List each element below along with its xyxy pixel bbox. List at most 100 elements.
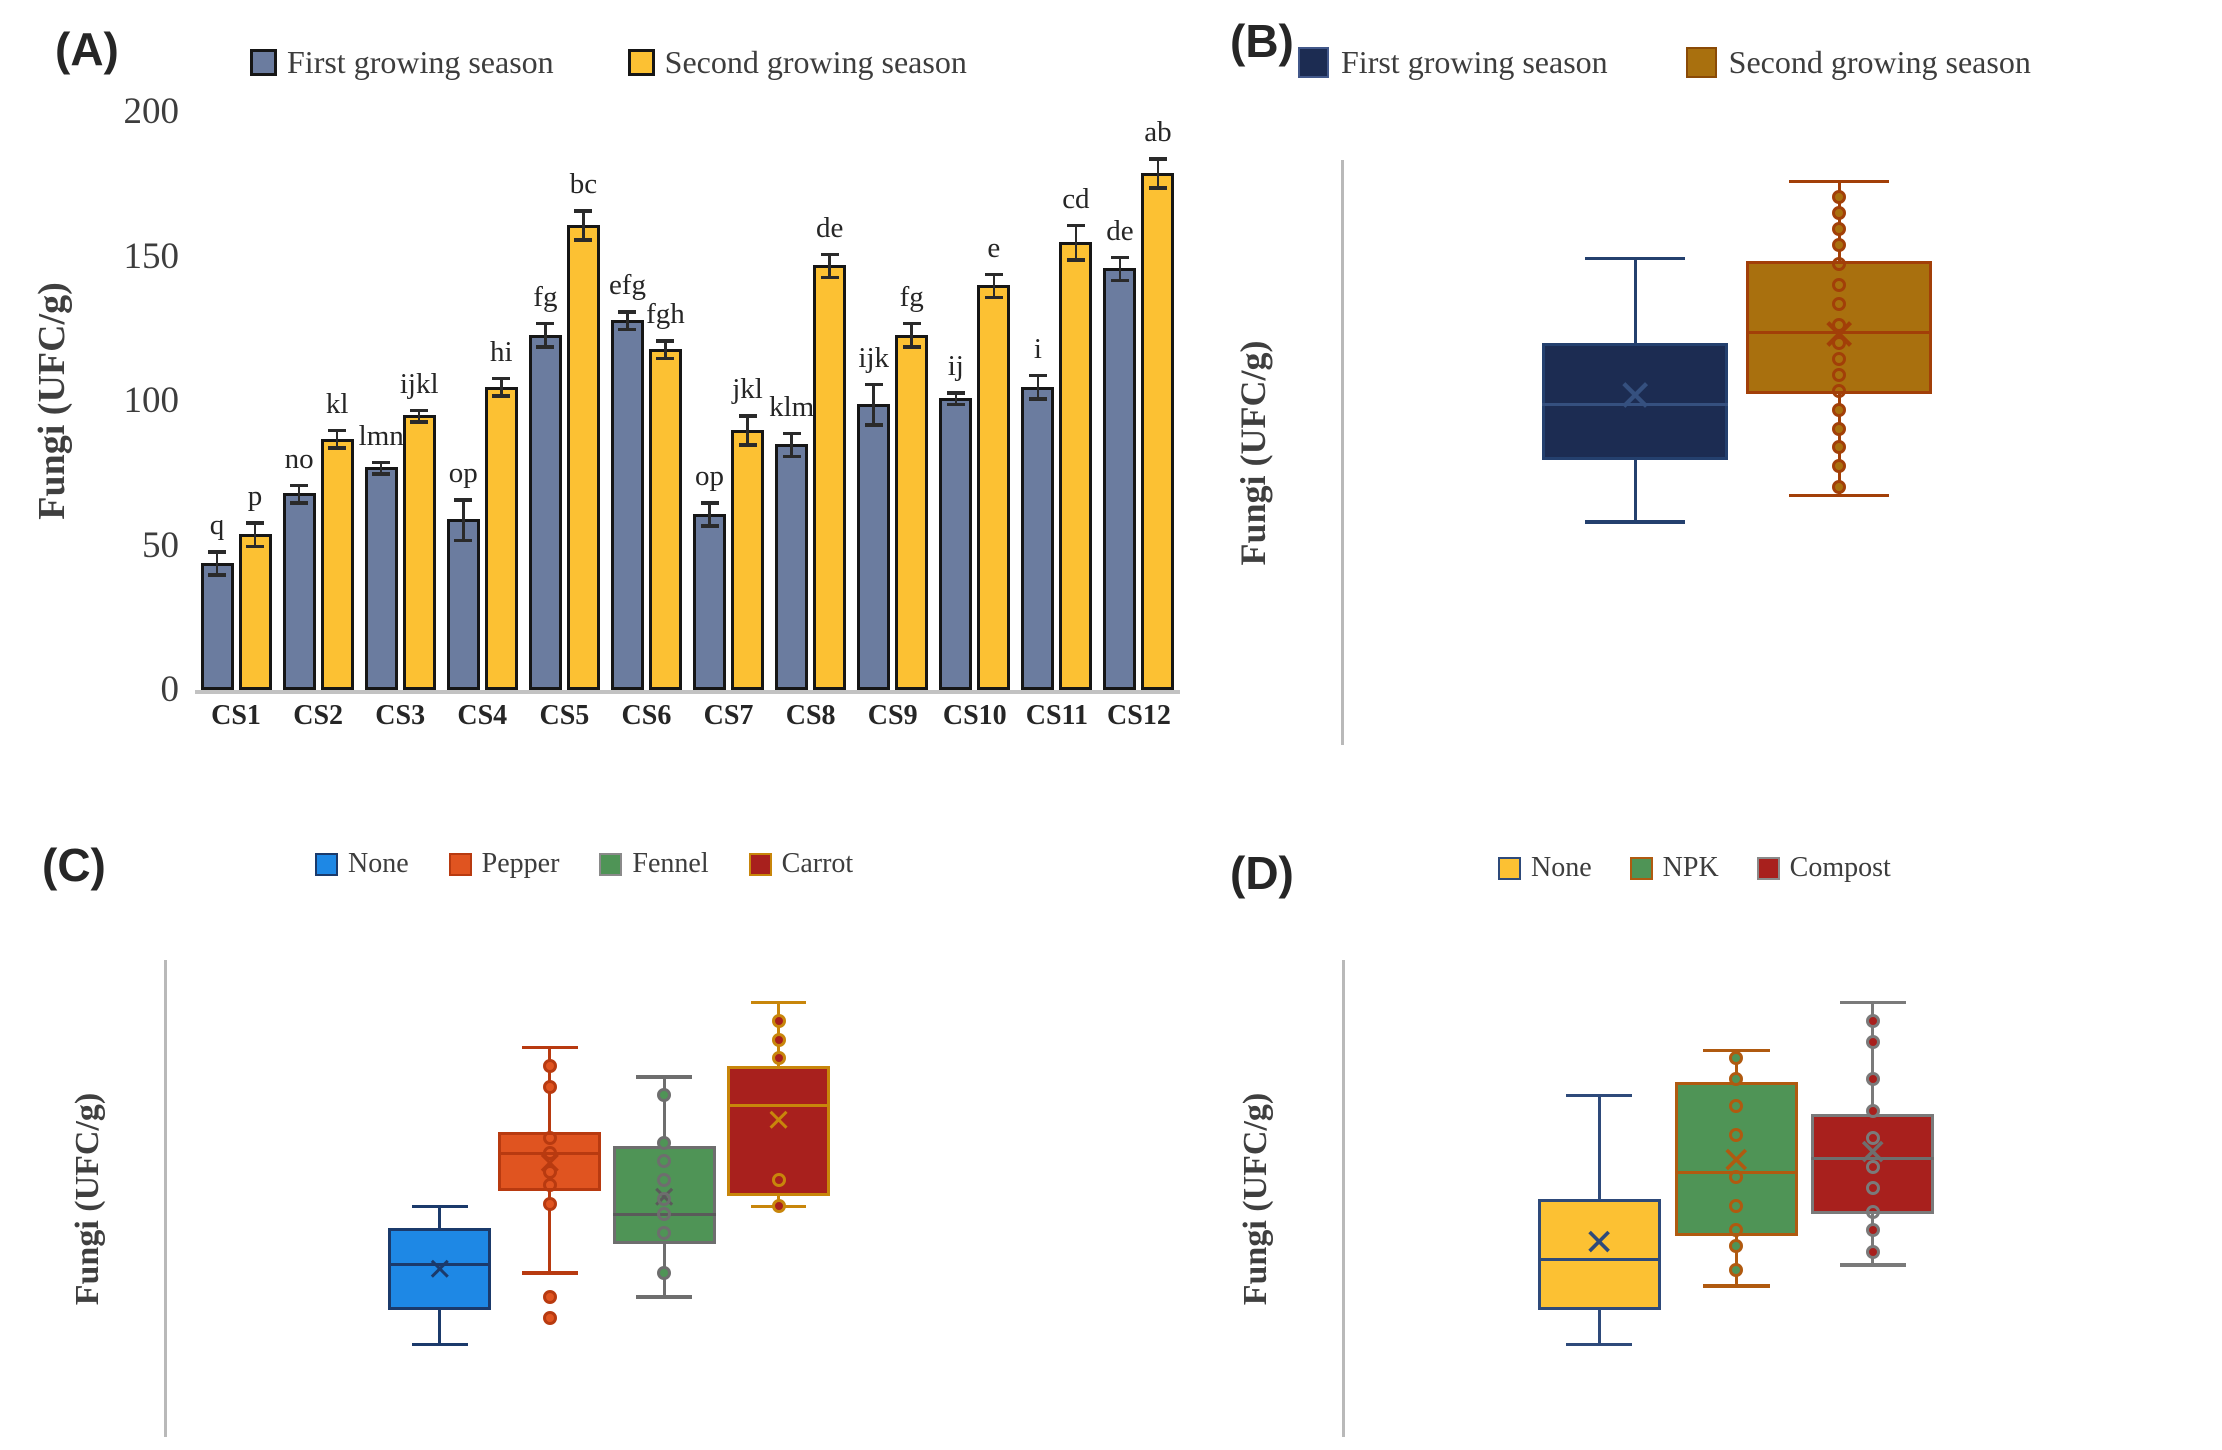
significance-letter: de bbox=[815, 211, 844, 244]
error-bar-cap bbox=[1148, 157, 1167, 161]
panel-a-legend: First growing season Second growing seaso… bbox=[250, 44, 967, 81]
data-point-dot bbox=[657, 1207, 672, 1222]
error-bar-cap bbox=[902, 321, 921, 326]
data-point-dot bbox=[1865, 1159, 1880, 1174]
bar bbox=[238, 533, 272, 690]
data-point-dot bbox=[771, 1172, 786, 1187]
whisker-cap bbox=[1565, 1093, 1633, 1098]
significance-letter: de bbox=[1106, 214, 1134, 247]
data-point-dot bbox=[1729, 1127, 1744, 1142]
error-bar-cap bbox=[290, 501, 309, 505]
bar bbox=[939, 398, 973, 690]
whisker-cap bbox=[1565, 1342, 1633, 1347]
error-bar-cap bbox=[902, 345, 921, 349]
y-axis-tick-label: 150 bbox=[123, 235, 180, 277]
bar bbox=[731, 429, 765, 690]
whisker-cap bbox=[1788, 179, 1890, 184]
legend-item-label: None bbox=[1531, 852, 1592, 883]
box bbox=[1537, 1198, 1661, 1310]
error-bar bbox=[462, 499, 465, 540]
y-axis-tick-label: 50 bbox=[142, 524, 179, 566]
error-bar-cap bbox=[574, 209, 593, 213]
bar bbox=[977, 285, 1011, 690]
error-bar bbox=[746, 415, 749, 445]
legend-swatch-icon bbox=[599, 852, 623, 876]
bar bbox=[813, 265, 847, 690]
data-point-dot bbox=[1729, 1051, 1744, 1066]
x-axis-tick-label: CS5 bbox=[539, 700, 590, 731]
outlier-dot bbox=[542, 1310, 557, 1325]
error-bar-cap bbox=[618, 327, 637, 332]
bar bbox=[364, 467, 398, 690]
x-axis-tick-label: CS3 bbox=[375, 700, 426, 731]
x-axis-tick-label: CS6 bbox=[621, 700, 672, 731]
panel-a-plot: 0 50 100 150 200 CS1 q p CS2 no kl CS3 lmn ijkl CS4 op h… bbox=[124, 91, 1180, 731]
whisker-cap bbox=[636, 1075, 692, 1079]
data-point-dot bbox=[1832, 190, 1847, 205]
legend-item: Carrot bbox=[748, 848, 853, 880]
error-bar-cap bbox=[454, 498, 473, 502]
significance-letter: i bbox=[1033, 332, 1042, 365]
whisker-cap bbox=[1788, 493, 1890, 498]
legend-swatch-icon bbox=[1298, 47, 1329, 78]
error-bar bbox=[297, 484, 301, 503]
data-point-dot bbox=[1832, 421, 1847, 436]
error-bar-cap bbox=[782, 454, 801, 459]
y-axis-tick-label: 0 bbox=[160, 669, 180, 710]
y-axis-tick-label: 200 bbox=[123, 91, 180, 132]
bar bbox=[484, 386, 518, 690]
significance-letter: op bbox=[695, 460, 725, 493]
x-axis-tick-label: CS9 bbox=[867, 700, 918, 731]
error-bar-cap bbox=[1110, 255, 1129, 259]
whisker-cap bbox=[522, 1045, 578, 1050]
panel-d-plot: ✕ ✕ ✕ bbox=[1342, 960, 2045, 1437]
error-bar-cap bbox=[1066, 258, 1085, 262]
data-point-dot bbox=[542, 1080, 557, 1095]
legend-item-label: None bbox=[348, 848, 409, 879]
error-bar-cap bbox=[738, 414, 757, 418]
whisker-cap bbox=[1584, 256, 1686, 261]
x-axis-tick-label: CS10 bbox=[942, 700, 1007, 731]
significance-letter: no bbox=[284, 442, 314, 475]
data-point-dot bbox=[771, 1199, 786, 1214]
legend-item-label: Second growing season bbox=[1728, 44, 2031, 80]
median-line bbox=[388, 1263, 492, 1267]
error-bar-cap bbox=[372, 472, 391, 476]
data-point-dot bbox=[1729, 1239, 1744, 1254]
data-point-dot bbox=[1865, 1013, 1880, 1028]
legend-item: Second growing season bbox=[627, 44, 967, 81]
data-point-dot bbox=[1729, 1263, 1744, 1278]
panel-d-legend: None NPK Compost bbox=[1498, 852, 1891, 884]
bar bbox=[693, 513, 727, 690]
error-bar bbox=[708, 502, 711, 526]
bar bbox=[648, 348, 682, 690]
legend-item: None bbox=[315, 848, 409, 880]
panel-b-plot: ✕ ✕ bbox=[1341, 160, 2144, 745]
data-point-dot bbox=[657, 1135, 672, 1150]
error-bar-cap bbox=[738, 443, 757, 447]
significance-letter: cd bbox=[1062, 182, 1090, 215]
error-bar-cap bbox=[820, 275, 839, 280]
significance-letter: efg bbox=[608, 269, 646, 302]
data-point-dot bbox=[1832, 336, 1847, 351]
error-bar bbox=[215, 551, 219, 575]
error-bar-cap bbox=[700, 524, 719, 528]
box bbox=[1542, 343, 1729, 461]
bar bbox=[200, 562, 234, 690]
error-bar-cap bbox=[208, 573, 227, 577]
error-bar-cap bbox=[820, 252, 839, 257]
significance-letter: ij bbox=[947, 350, 964, 383]
x-axis-tick-label: CS11 bbox=[1025, 700, 1088, 731]
significance-letter: ab bbox=[1144, 116, 1172, 149]
error-bar bbox=[910, 322, 913, 347]
error-bar-cap bbox=[454, 538, 473, 543]
x-axis-tick-label: CS4 bbox=[457, 700, 508, 731]
x-axis-tick-label: CS12 bbox=[1107, 700, 1171, 731]
error-bar-cap bbox=[574, 238, 593, 242]
data-point-dot bbox=[1729, 1098, 1744, 1113]
data-point-dot bbox=[1832, 256, 1847, 271]
data-point-dot bbox=[542, 1146, 557, 1161]
data-point-dot bbox=[1832, 352, 1847, 367]
data-point-dot bbox=[1729, 1199, 1744, 1214]
